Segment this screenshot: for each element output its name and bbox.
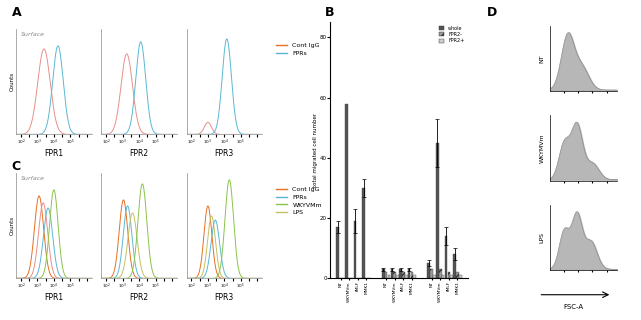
Text: WKYMVm: WKYMVm	[540, 133, 545, 163]
Bar	[411, 272, 413, 278]
Bar	[453, 254, 456, 278]
Text: D: D	[487, 6, 497, 20]
Text: C: C	[12, 160, 21, 173]
Text: A: A	[12, 6, 21, 20]
Bar	[390, 269, 393, 278]
Bar	[451, 276, 453, 278]
Bar	[413, 276, 416, 278]
Bar	[428, 263, 430, 278]
Bar	[337, 227, 339, 278]
Legend: whole, FPR2-, FPR2+: whole, FPR2-, FPR2+	[438, 25, 465, 44]
Bar	[399, 269, 402, 278]
Bar	[388, 276, 390, 278]
Bar	[456, 272, 459, 278]
Bar	[439, 269, 442, 278]
Bar	[402, 272, 404, 278]
Text: B: B	[325, 6, 335, 20]
Bar	[396, 276, 399, 278]
Y-axis label: Counts: Counts	[10, 216, 15, 235]
Y-axis label: total migrated cell number: total migrated cell number	[313, 113, 318, 188]
X-axis label: FPR3: FPR3	[215, 149, 234, 158]
Bar	[436, 143, 438, 278]
Bar	[345, 104, 347, 278]
Bar	[442, 276, 444, 278]
Text: LPS: LPS	[540, 232, 545, 243]
Bar	[430, 269, 433, 278]
Text: NT: NT	[540, 54, 545, 63]
Text: Surface: Surface	[21, 176, 45, 181]
Bar	[459, 276, 462, 278]
Bar	[394, 272, 396, 278]
Text: Surface: Surface	[21, 32, 45, 37]
Bar	[445, 236, 447, 278]
X-axis label: FPR1: FPR1	[44, 149, 63, 158]
X-axis label: FPR2: FPR2	[129, 293, 149, 302]
X-axis label: FPR1: FPR1	[44, 293, 63, 302]
Text: FSC-A: FSC-A	[563, 304, 584, 310]
X-axis label: FPR2: FPR2	[129, 149, 149, 158]
Y-axis label: Counts: Counts	[10, 72, 15, 91]
Bar	[362, 188, 365, 278]
Bar	[433, 276, 436, 278]
Bar	[405, 276, 408, 278]
Bar	[385, 272, 387, 278]
Bar	[354, 221, 356, 278]
Bar	[408, 269, 410, 278]
Legend: Cont IgG, FPRs: Cont IgG, FPRs	[276, 43, 320, 56]
Bar	[447, 272, 450, 278]
Bar	[382, 269, 385, 278]
X-axis label: FPR3: FPR3	[215, 293, 234, 302]
Legend: Cont IgG, FPRs, WKYVMm, LPS: Cont IgG, FPRs, WKYVMm, LPS	[276, 187, 322, 215]
